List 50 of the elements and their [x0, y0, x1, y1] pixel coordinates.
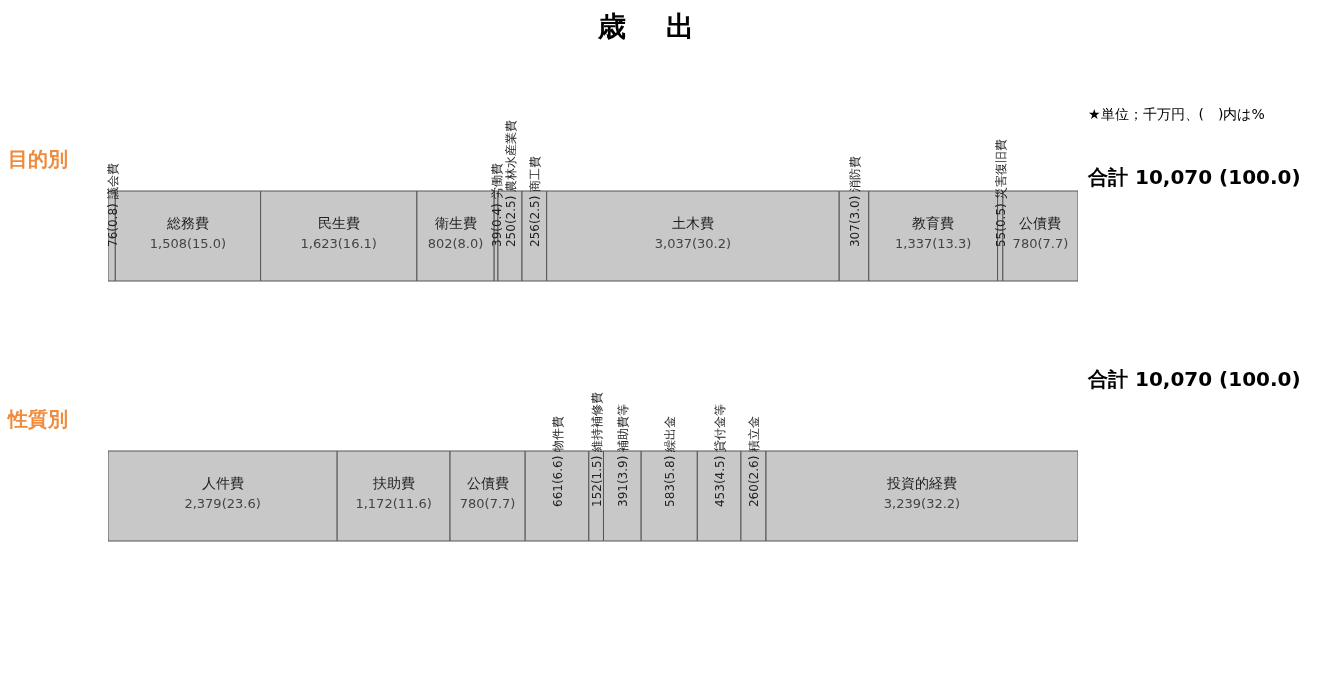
text: 合計 10,070 (100.0): [1088, 164, 1302, 191]
data-label: 39(0.4): [490, 203, 505, 247]
chart-subtitle: 性質別: [8, 406, 69, 433]
data-label: 1,337(13.3): [895, 236, 972, 251]
data-label: 583(5.8): [663, 455, 678, 507]
text: ★単位；千万円、( )内は%: [1088, 106, 1266, 124]
data-label: 260(2.6): [747, 455, 762, 507]
text: 労働費: [490, 163, 505, 200]
series-label: 教育費: [912, 215, 955, 231]
text: 農林水産業費: [503, 119, 518, 192]
data-label: 802(8.0): [427, 236, 484, 251]
data-label: 2,379(23.6): [184, 496, 261, 511]
text: 補助費等: [616, 403, 631, 452]
data-label: 1,172(11.6): [355, 496, 432, 511]
series-label: 投資的経費: [886, 475, 957, 491]
text: 議会費: [105, 163, 120, 200]
data-label: 780(7.7): [459, 496, 516, 511]
text: 維持補修費: [590, 391, 605, 452]
text: 物件費: [551, 415, 566, 452]
series-label: 総務費: [165, 215, 209, 231]
series-label: 公債費: [1019, 215, 1062, 231]
data-label: 3,037(30.2): [654, 236, 732, 251]
data-label: 1,508(15.0): [149, 236, 227, 251]
data-label: 250(2.5): [503, 195, 518, 247]
data-label: 152(1.5): [590, 455, 605, 507]
data-label: 1,623(16.1): [300, 236, 377, 251]
series-label: 民生費: [317, 215, 360, 231]
data-label: 453(4.5): [713, 455, 728, 507]
text: 災害復旧費: [994, 139, 1009, 200]
data-label: 76(0.8): [105, 203, 120, 247]
text: 合計 10,070 (100.0): [1088, 366, 1302, 393]
text: 消防費: [847, 155, 862, 192]
data-label: 3,239(32.2): [883, 496, 961, 511]
data-label: 780(7.7): [1012, 236, 1069, 251]
chart-title: 歳出: [596, 9, 735, 45]
series-label: 人件費: [201, 475, 244, 491]
data-label: 391(3.9): [616, 455, 631, 507]
series-label: 公債費: [466, 475, 509, 491]
text: 商工費: [528, 155, 543, 192]
data-label: 256(2.5): [528, 195, 543, 247]
text: 積立金: [747, 415, 762, 452]
chart-subtitle: 目的別: [8, 146, 69, 173]
data-label: 307(3.0): [847, 195, 862, 247]
series-label: 扶助費: [371, 475, 415, 491]
text: 繰出金: [663, 415, 678, 452]
series-label: 土木費: [671, 215, 714, 231]
series-label: 衛生費: [434, 215, 477, 231]
data-label: 55(0.5): [994, 203, 1009, 247]
text: 貸付金等: [713, 403, 728, 452]
data-label: 661(6.6): [551, 455, 566, 507]
